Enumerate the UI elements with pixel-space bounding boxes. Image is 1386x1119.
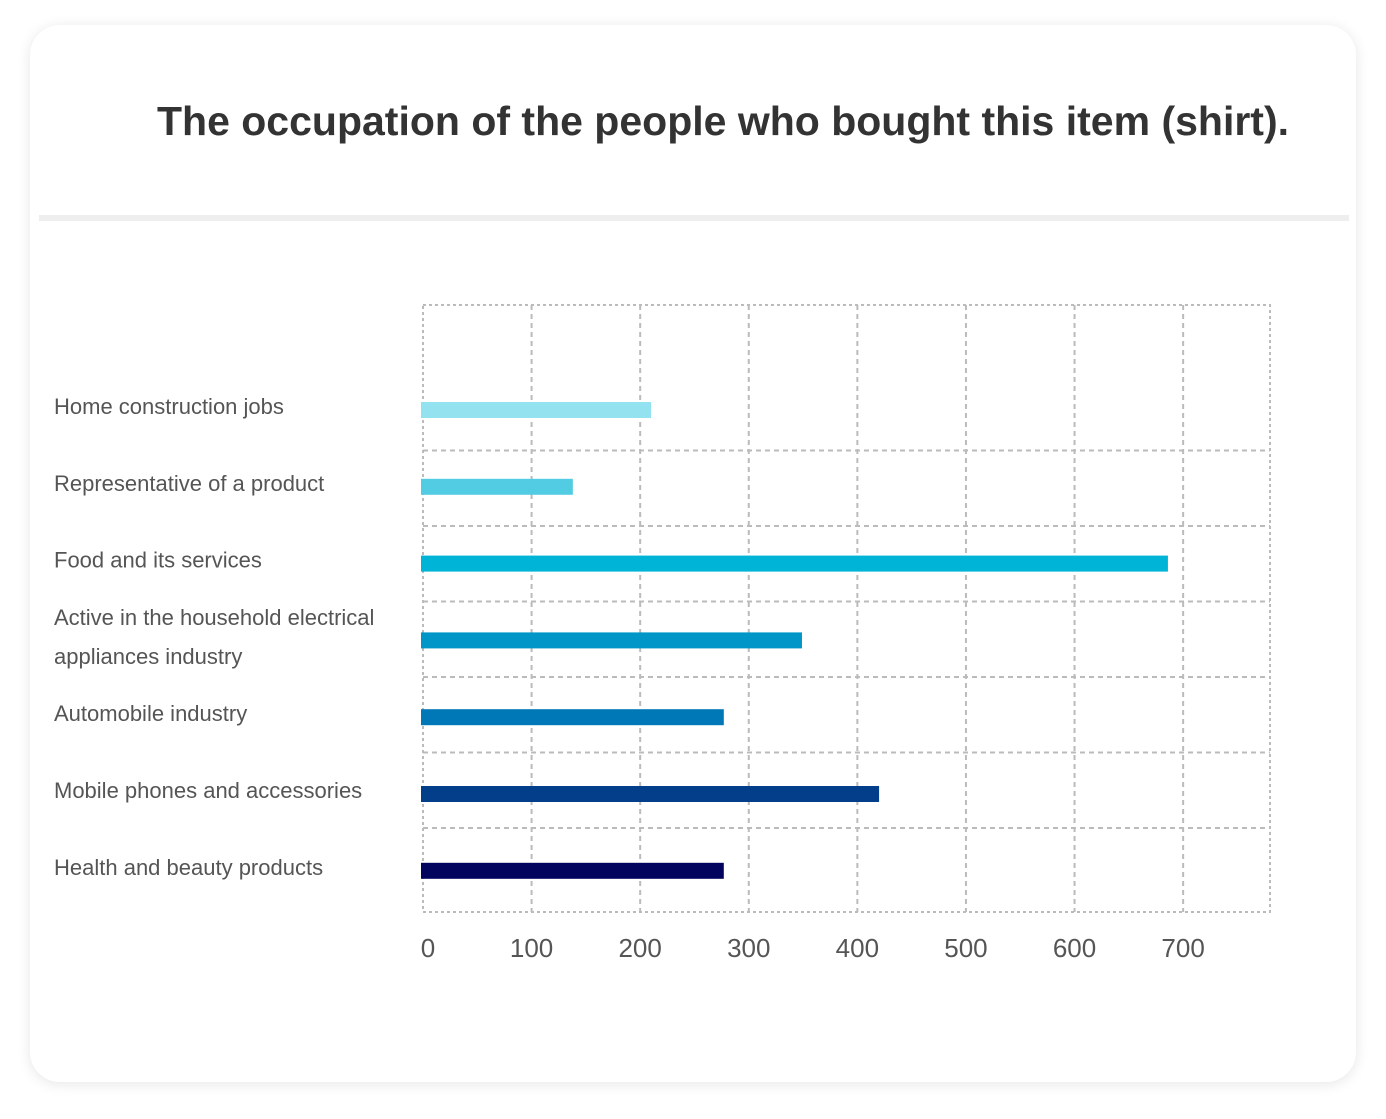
bar <box>421 478 573 495</box>
category-label-line: appliances industry <box>54 644 242 669</box>
bar <box>421 709 724 726</box>
category-label-line: Active in the household electrical <box>54 605 374 630</box>
x-tick-label: 0 <box>421 933 435 963</box>
x-tick-label: 300 <box>727 933 770 963</box>
category-label-line: Health and beauty products <box>54 855 323 880</box>
x-tick-label: 600 <box>1053 933 1096 963</box>
category-label: Representative of a product <box>54 471 324 496</box>
category-label: Active in the household electrical applia… <box>54 605 374 669</box>
x-tick-label: 700 <box>1161 933 1204 963</box>
category-label-line: Home construction jobs <box>54 394 284 419</box>
plot-frame <box>422 304 1271 913</box>
grid-layer <box>422 304 1271 913</box>
category-label: Automobile industry <box>54 701 247 726</box>
category-label-line: Automobile industry <box>54 701 247 726</box>
bar <box>421 862 724 879</box>
category-label: Food and its services <box>54 547 262 572</box>
category-label-line: Mobile phones and accessories <box>54 778 362 803</box>
x-tick-label: 200 <box>618 933 661 963</box>
category-label-line: Food and its services <box>54 547 262 572</box>
category-label: Home construction jobs <box>54 394 284 419</box>
label-layer: Home construction jobs Representative of … <box>54 394 374 880</box>
bar <box>421 555 1168 572</box>
title-divider <box>39 215 1349 221</box>
bar <box>421 786 880 802</box>
category-label-line: Representative of a product <box>54 471 324 496</box>
tick-layer: 0 100 200 300 400 500 600 700 <box>421 933 1205 963</box>
bar <box>421 402 652 418</box>
category-label: Health and beauty products <box>54 855 323 880</box>
x-tick-label: 500 <box>944 933 987 963</box>
bar <box>421 632 802 649</box>
chart-title: The occupation of the people who bought … <box>156 98 1289 144</box>
category-label: Mobile phones and accessories <box>54 778 362 803</box>
bar-layer <box>421 402 1168 879</box>
chart-card <box>30 25 1356 1082</box>
x-tick-label: 100 <box>510 933 553 963</box>
x-tick-label: 400 <box>836 933 879 963</box>
